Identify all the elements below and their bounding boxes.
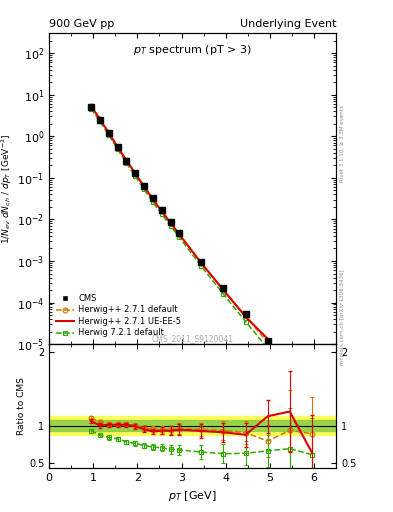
Legend: CMS, Herwig++ 2.7.1 default, Herwig++ 2.7.1 UE-EE-5, Herwig 7.2.1 default: CMS, Herwig++ 2.7.1 default, Herwig++ 2.… [53, 291, 184, 340]
Text: $p_T$ spectrum (pT > 3): $p_T$ spectrum (pT > 3) [133, 42, 252, 57]
Text: 900 GeV pp: 900 GeV pp [49, 18, 114, 29]
Text: mcplots.cern.ch [arXiv:1306.3436]: mcplots.cern.ch [arXiv:1306.3436] [340, 270, 345, 365]
Text: Rivet 3.1.10, ≥ 3.3M events: Rivet 3.1.10, ≥ 3.3M events [340, 105, 345, 182]
Y-axis label: $1/N_{ev}\ dN_{ch}\ /\ dp_T\ [\mathrm{GeV}^{-1}]$: $1/N_{ev}\ dN_{ch}\ /\ dp_T\ [\mathrm{Ge… [0, 134, 14, 244]
Bar [49, 416, 336, 435]
Bar [49, 420, 336, 432]
Y-axis label: Ratio to CMS: Ratio to CMS [17, 377, 26, 435]
Text: CMS_2011_S9120041: CMS_2011_S9120041 [152, 334, 233, 343]
X-axis label: $p_T$ [GeV]: $p_T$ [GeV] [168, 489, 217, 503]
Text: Underlying Event: Underlying Event [239, 18, 336, 29]
